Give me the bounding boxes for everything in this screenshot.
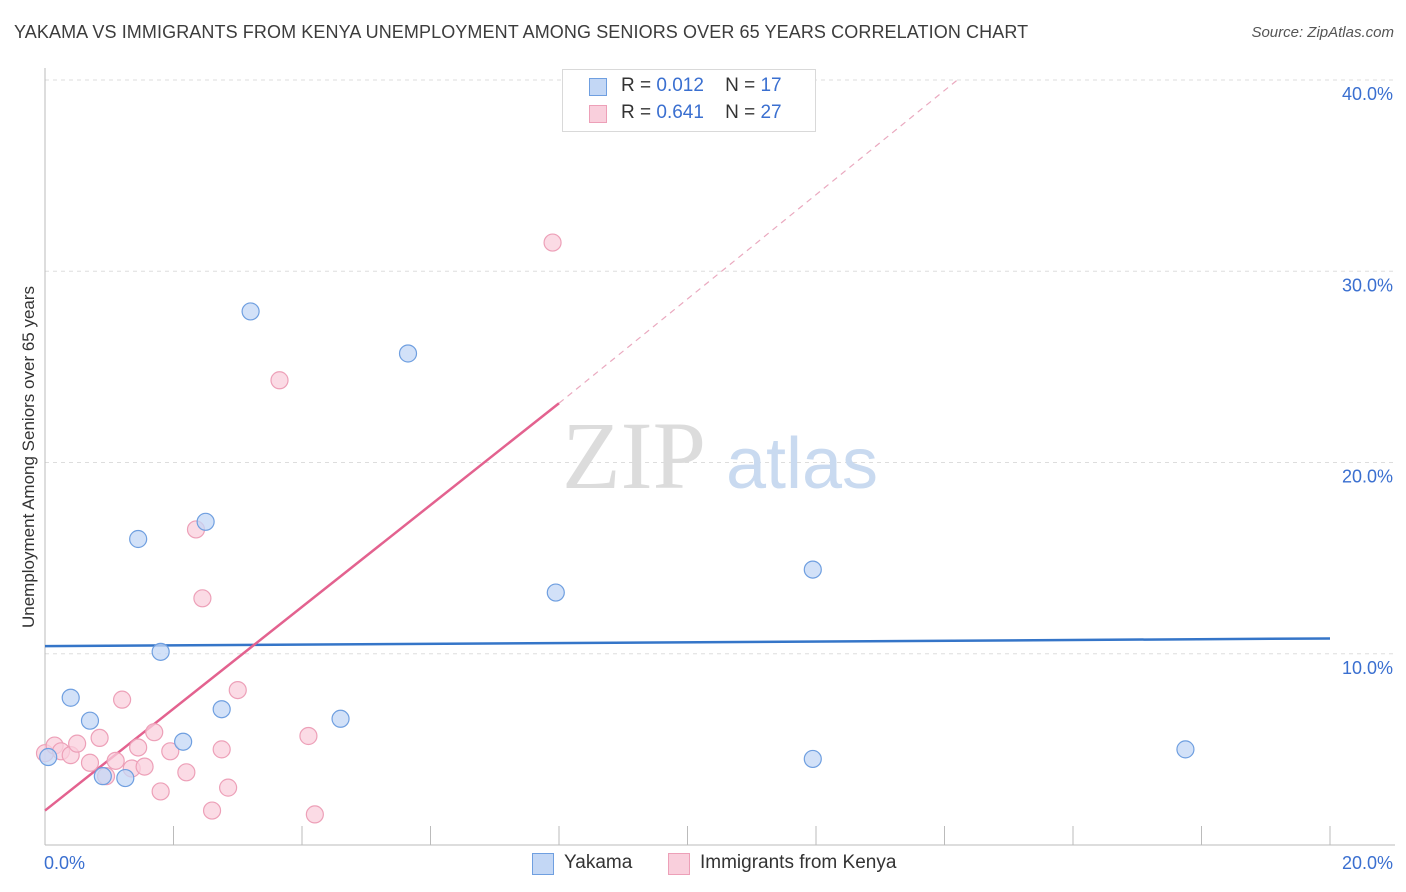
point-yakama-13: [546, 583, 565, 602]
trend-line-kenya-extension: [558, 79, 958, 404]
y-axis-label: Unemployment Among Seniors over 65 years: [19, 285, 38, 629]
point-kenya-19: [202, 801, 222, 820]
point-kenya-24: [299, 726, 318, 746]
point-kenya-4: [68, 734, 87, 753]
watermark-atlas: atlas: [726, 424, 878, 504]
y-tick-label-1: 20.0%: [1342, 467, 1393, 487]
point-kenya-18: [193, 589, 212, 608]
point-yakama-16: [1176, 740, 1195, 759]
legend-n-value-kenya: 27: [760, 102, 782, 123]
x-tick-label-max: 20.0%: [1342, 853, 1393, 873]
watermark-zip: ZIP: [562, 402, 706, 509]
point-kenya-6: [90, 728, 109, 748]
bottom-legend-label-kenya: Immigrants from Kenya: [700, 852, 897, 873]
point-yakama-3: [93, 767, 112, 786]
point-yakama-12: [398, 344, 418, 363]
axes: [44, 68, 1395, 846]
legend: R = 0.012 N = 17 R = 0.641 N = 27: [562, 69, 816, 132]
point-yakama-6: [151, 642, 170, 661]
point-kenya-13: [145, 723, 164, 742]
point-kenya-5: [80, 753, 100, 772]
point-yakama-10: [241, 302, 260, 321]
data-points: [35, 233, 1195, 824]
point-kenya-26: [543, 233, 562, 252]
point-kenya-9: [112, 690, 132, 709]
legend-r-label: R =: [621, 75, 652, 96]
chart-title: YAKAMA VS IMMIGRANTS FROM KENYA UNEMPLOY…: [14, 22, 1029, 42]
point-yakama-1: [61, 688, 80, 707]
legend-r-label: R =: [621, 102, 652, 123]
point-kenya-20: [212, 740, 231, 759]
point-yakama-15: [803, 749, 822, 769]
point-kenya-22: [228, 680, 247, 700]
point-kenya-14: [151, 782, 170, 801]
point-yakama-0: [39, 747, 58, 767]
gridlines: [45, 79, 1395, 655]
point-kenya-16: [177, 763, 196, 782]
point-yakama-4: [116, 768, 135, 788]
point-kenya-21: [219, 778, 238, 797]
legend-swatch-kenya: [589, 105, 607, 123]
y-tick-label-3: 40.0%: [1342, 84, 1393, 104]
point-kenya-15: [161, 742, 180, 761]
point-yakama-8: [196, 512, 215, 531]
point-yakama-11: [331, 709, 350, 728]
tick-labels: 10.0% 20.0% 30.0% 40.0% 0.0% 20.0%: [44, 84, 1393, 873]
bottom-legend-swatch-kenya: [668, 853, 690, 875]
watermark: ZIP atlas: [562, 402, 878, 509]
x-tick-label-min: 0.0%: [44, 853, 85, 873]
point-kenya-11: [129, 738, 148, 757]
legend-n-label: N =: [725, 75, 756, 96]
trend-line-yakama: [44, 637, 1331, 648]
point-kenya-23: [270, 371, 289, 390]
bottom-legend-label-yakama: Yakama: [564, 852, 633, 873]
y-tick-label-2: 30.0%: [1342, 275, 1393, 295]
bottom-legend-swatch-yakama: [532, 853, 554, 875]
point-kenya-8: [106, 751, 125, 770]
legend-r-value-yakama: 0.012: [656, 75, 704, 96]
y-tick-label-0: 10.0%: [1342, 658, 1393, 678]
point-kenya-25: [305, 805, 324, 824]
trend-line-kenya: [44, 402, 560, 812]
point-yakama-14: [803, 560, 822, 579]
legend-r-value-kenya: 0.641: [656, 102, 704, 123]
point-yakama-9: [212, 700, 231, 719]
legend-n-label: N =: [725, 102, 756, 123]
point-yakama-7: [174, 732, 193, 751]
legend-n-value-yakama: 17: [760, 75, 782, 96]
point-kenya-12: [135, 757, 154, 776]
source-label: Source: ZipAtlas.com: [1251, 24, 1394, 41]
point-yakama-5: [129, 529, 148, 549]
legend-swatch-yakama: [589, 78, 607, 96]
point-yakama-2: [80, 711, 100, 730]
